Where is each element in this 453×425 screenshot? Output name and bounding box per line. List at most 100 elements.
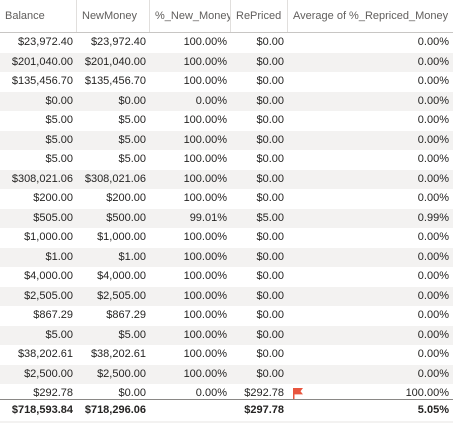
cell-balance: $23,972.40	[17, 36, 73, 48]
cell-repriced: $0.00	[256, 250, 284, 263]
cell-pct-new-money: 100.00%	[183, 153, 227, 165]
cell-avg-pct-repriced-money: 0.00%	[417, 55, 449, 68]
table-row[interactable]: $2,505.00 $2,505.00 100.00% $0.00 0.00%	[0, 286, 453, 306]
header-balance[interactable]: Balance	[0, 0, 77, 32]
cell-pct-new-money: 100.00%	[183, 289, 227, 302]
cell-avg-pct-repriced-money: 0.00%	[417, 36, 449, 48]
cell-avg-pct-repriced-money: 0.00%	[417, 231, 449, 243]
cell-pct-new-money: 100.00%	[183, 36, 227, 48]
cell-avg-pct-repriced-money: 100.00%	[288, 384, 453, 404]
cell-avg-pct-repriced-money: 0.00%	[417, 94, 449, 107]
cell-avg-pct-repriced-money: 0.00%	[417, 270, 449, 282]
cell-avg-pct-repriced-money: 0.00%	[417, 309, 449, 321]
cell-avg-pct-repriced-money: 0.00%	[417, 348, 449, 360]
cell-pct-new-money: 100.00%	[183, 270, 227, 282]
table-row[interactable]: $135,456.70 $135,456.70 100.00% $0.00 0.00%	[0, 72, 453, 92]
cell-balance: $292.78	[33, 387, 73, 399]
cell-repriced: $0.00	[256, 36, 284, 48]
red-flag-icon	[293, 388, 303, 400]
cell-balance: $1,000.00	[24, 231, 73, 243]
cell-avg-pct-repriced-money: 0.00%	[417, 328, 449, 341]
cell-pct-new-money: 99.01%	[189, 211, 227, 224]
cell-pct-new-money: 100.00%	[183, 367, 227, 380]
table-row[interactable]: $2,500.00 $2,500.00 100.00% $0.00 0.00%	[0, 364, 453, 384]
header-pct-new-money[interactable]: %_New_Money	[150, 0, 231, 32]
table-row[interactable]: $38,202.61 $38,202.61 100.00% $0.00 0.00%	[0, 345, 453, 365]
cell-pct-new-money: 100.00%	[183, 114, 227, 126]
cell-newmoney: $38,202.61	[90, 348, 146, 360]
table-row[interactable]: $200.00 $200.00 100.00% $0.00 0.00%	[0, 189, 453, 209]
cell-balance: $200.00	[33, 192, 73, 204]
cell-repriced: $0.00	[256, 270, 284, 282]
cell-newmoney: $4,000.00	[97, 270, 146, 282]
cell-avg-pct-repriced-money: 0.00%	[417, 114, 449, 126]
cell-newmoney: $500.00	[106, 211, 146, 224]
cell-balance: $1.00	[45, 250, 73, 263]
cell-newmoney: $201,040.00	[84, 55, 146, 68]
cell-newmoney: $2,505.00	[97, 289, 146, 302]
cell-avg-pct-repriced-money: 0.00%	[417, 133, 449, 146]
cell-newmoney: $23,972.40	[90, 36, 146, 48]
cell-pct-new-money: 100.00%	[183, 192, 227, 204]
table-row[interactable]: $5.00 $5.00 100.00% $0.00 0.00%	[0, 130, 453, 150]
cell-newmoney: $308,021.06	[84, 172, 146, 185]
cell-repriced: $0.00	[256, 367, 284, 380]
cell-balance: $2,505.00	[24, 289, 73, 302]
total-pct-new-money	[150, 400, 231, 421]
cell-avg-pct-repriced-money: 0.00%	[417, 367, 449, 380]
table-row[interactable]: $867.29 $867.29 100.00% $0.00 0.00%	[0, 306, 453, 326]
header-avg-pct-repriced-money[interactable]: Average of %_Repriced_Money	[293, 10, 449, 22]
cell-repriced: $292.78	[244, 387, 284, 399]
cell-pct-new-money: 100.00%	[183, 133, 227, 146]
cell-balance: $2,500.00	[24, 367, 73, 380]
cell-balance: $0.00	[45, 94, 73, 107]
total-newmoney: $718,296.06	[84, 404, 146, 416]
cell-repriced: $0.00	[256, 75, 284, 87]
cell-repriced: $0.00	[256, 172, 284, 185]
table-row[interactable]: $0.00 $0.00 0.00% $0.00 0.00%	[0, 91, 453, 111]
cell-balance: $308,021.06	[11, 172, 73, 185]
total-balance: $718,593.84	[11, 404, 73, 416]
totals-row: $718,593.84 $718,296.06 $297.78 5.05%	[0, 399, 453, 421]
cell-newmoney: $5.00	[118, 133, 146, 146]
cell-newmoney: $5.00	[118, 328, 146, 341]
cell-repriced: $0.00	[256, 94, 284, 107]
cell-avg-pct-repriced-money: 0.00%	[417, 192, 449, 204]
table-row[interactable]: $505.00 $500.00 99.01% $5.00 0.99%	[0, 208, 453, 228]
cell-balance: $5.00	[45, 153, 73, 165]
cell-avg-pct-repriced-money: 0.00%	[417, 172, 449, 185]
cell-avg-pct-repriced-money: 0.00%	[417, 153, 449, 165]
total-avg-pct-repriced-money: 5.05%	[417, 404, 449, 416]
cell-pct-new-money: 100.00%	[183, 348, 227, 360]
cell-newmoney: $135,456.70	[84, 75, 146, 87]
cell-pct-new-money: 100.00%	[183, 75, 227, 87]
table-row[interactable]: $1.00 $1.00 100.00% $0.00 0.00%	[0, 247, 453, 267]
cell-pct-new-money: 100.00%	[183, 231, 227, 243]
cell-repriced: $0.00	[256, 114, 284, 126]
cell-balance: $201,040.00	[11, 55, 73, 68]
table-row[interactable]: $1,000.00 $1,000.00 100.00% $0.00 0.00%	[0, 228, 453, 248]
cell-repriced: $5.00	[256, 211, 284, 224]
total-repriced: $297.78	[244, 404, 284, 416]
cell-newmoney: $0.00	[118, 94, 146, 107]
header-repriced[interactable]: RePriced	[231, 0, 288, 32]
cell-balance: $867.29	[33, 309, 73, 321]
cell-pct-new-money: 100.00%	[183, 55, 227, 68]
cell-balance: $5.00	[45, 328, 73, 341]
table-row[interactable]: $308,021.06 $308,021.06 100.00% $0.00 0.00%	[0, 169, 453, 189]
cell-avg-pct-repriced-money: 0.99%	[417, 211, 449, 224]
table-row[interactable]: $23,972.40 $23,972.40 100.00% $0.00 0.00%	[0, 33, 453, 53]
cell-pct-new-money: 0.00%	[195, 94, 227, 107]
cell-balance: $5.00	[45, 114, 73, 126]
table-row[interactable]: $292.78 $0.00 0.00% $292.78 100.00%	[0, 384, 453, 404]
cell-repriced: $0.00	[256, 133, 284, 146]
cell-avg-pct-repriced-money-value: 100.00%	[405, 387, 449, 399]
table-row[interactable]: $5.00 $5.00 100.00% $0.00 0.00%	[0, 325, 453, 345]
cell-newmoney: $5.00	[118, 153, 146, 165]
table-row[interactable]: $5.00 $5.00 100.00% $0.00 0.00%	[0, 111, 453, 131]
table-row[interactable]: $4,000.00 $4,000.00 100.00% $0.00 0.00%	[0, 267, 453, 287]
header-newmoney[interactable]: NewMoney	[77, 0, 150, 32]
table-row[interactable]: $5.00 $5.00 100.00% $0.00 0.00%	[0, 150, 453, 170]
cell-newmoney: $1,000.00	[97, 231, 146, 243]
table-row[interactable]: $201,040.00 $201,040.00 100.00% $0.00 0.00%	[0, 52, 453, 72]
